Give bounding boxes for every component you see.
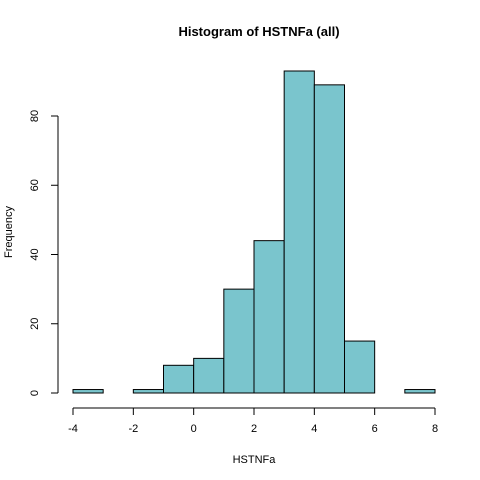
- x-tick-label: -4: [68, 423, 78, 435]
- histogram-bar: [132, 389, 164, 394]
- x-tick-label: 4: [311, 423, 317, 435]
- y-tick-label: 60: [29, 179, 41, 191]
- histogram-bar: [72, 389, 104, 394]
- histogram-bar: [163, 364, 195, 394]
- histogram-bar: [223, 288, 255, 394]
- bars-group: [72, 70, 436, 394]
- x-tick-label: -2: [128, 423, 138, 435]
- histogram-bar: [193, 357, 225, 394]
- x-tick-label: 2: [251, 423, 257, 435]
- y-tick-label: 20: [29, 318, 41, 330]
- y-tick-label: 0: [29, 390, 41, 396]
- x-axis-label: HSTNFa: [233, 454, 277, 466]
- y-tick-label: 40: [29, 248, 41, 260]
- x-tick-label: 6: [372, 423, 378, 435]
- chart-title: Histogram of HSTNFa (all): [178, 24, 339, 39]
- histogram-bar: [253, 240, 285, 394]
- histogram-bar: [344, 340, 376, 394]
- y-tick-label: 80: [29, 110, 41, 122]
- y-axis-label: Frequency: [3, 206, 15, 258]
- histogram-bar: [313, 84, 346, 394]
- histogram-bar: [404, 389, 436, 394]
- x-tick-label: 8: [432, 423, 438, 435]
- histogram-bar: [283, 70, 315, 394]
- x-axis: -4 -2 0 2 4 6 8: [68, 407, 438, 435]
- x-tick-label: 0: [191, 423, 197, 435]
- y-axis: 0 20 40 60 80: [29, 110, 59, 396]
